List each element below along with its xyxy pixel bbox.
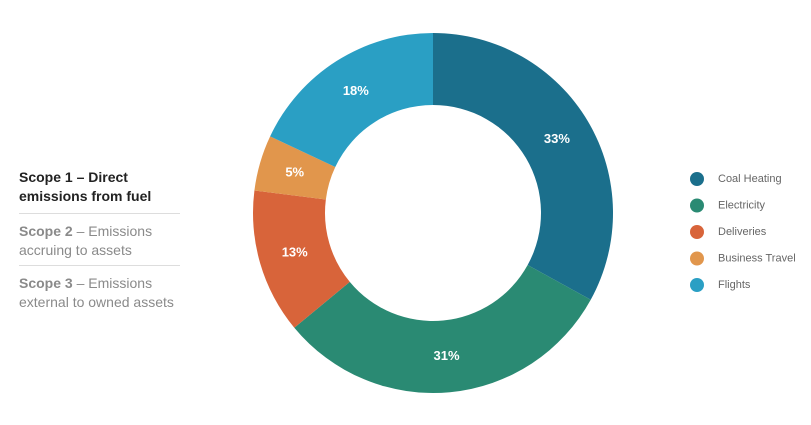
legend-label: Deliveries: [718, 226, 767, 238]
separator: [19, 265, 180, 266]
scope-description: – Emissions accruing to assets: [19, 223, 153, 258]
legend-label: Coal Heating: [718, 173, 782, 185]
legend-marker: [690, 251, 704, 266]
legend-label: Business Travel: [718, 252, 796, 264]
value-label: 18%: [343, 83, 369, 98]
donut-slice: [294, 265, 591, 394]
scope-description: – Direct emissions from fuel: [19, 169, 152, 204]
legend-label: Electricity: [718, 199, 766, 211]
scope-item: Scope 2 – Emissions accruing to assets: [19, 222, 184, 260]
legend-marker: [690, 225, 704, 239]
scope-name: Scope 1: [19, 169, 73, 185]
scope-name: Scope 3: [19, 275, 73, 291]
value-label: 13%: [282, 245, 308, 260]
value-label: 5%: [285, 164, 304, 179]
scope-name: Scope 2: [19, 223, 73, 239]
legend-marker: [690, 198, 704, 213]
donut-slice: [254, 136, 336, 200]
value-label: 31%: [434, 348, 460, 363]
donut-slice: [253, 190, 350, 328]
scope-item: Scope 1 – Direct emissions from fuel: [19, 168, 184, 206]
legend-label: Flights: [718, 279, 751, 291]
legend-marker: [690, 278, 704, 292]
legend-marker: [690, 172, 704, 186]
scope-description: – Emissions external to owned assets: [19, 275, 174, 310]
separator: [19, 213, 180, 214]
donut-slice: [433, 33, 613, 300]
value-label: 33%: [544, 131, 570, 146]
scope-item: Scope 3 – Emissions external to owned as…: [19, 274, 184, 312]
donut-slice: [270, 32, 433, 168]
